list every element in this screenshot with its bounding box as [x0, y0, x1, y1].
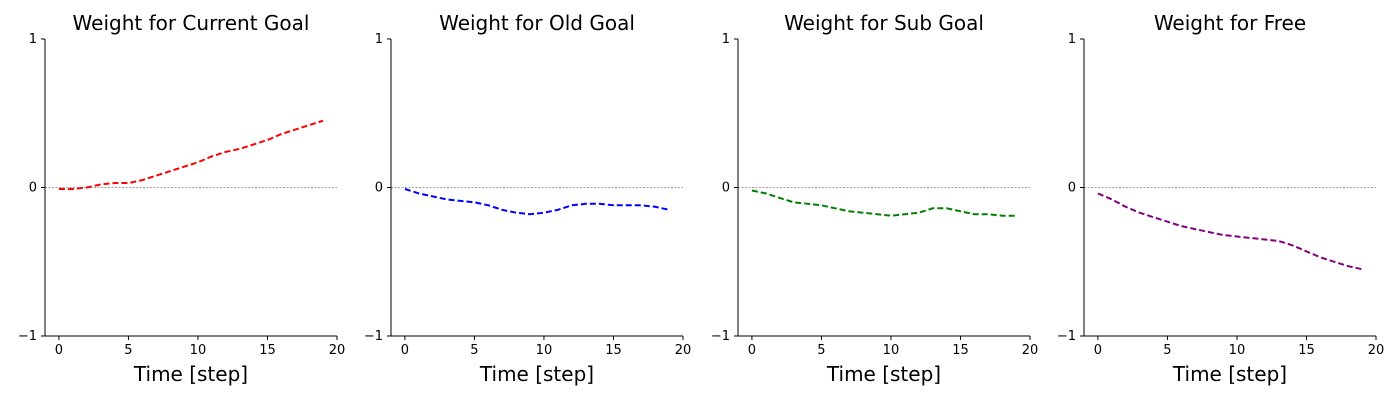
x-tick-label: 5 [1163, 343, 1171, 358]
series-line [751, 189, 1017, 217]
chart-panel-current-goal: Weight for Current Goal Time [step] 0 5 10… [18, 11, 345, 386]
x-tick-label: 0 [1094, 343, 1102, 358]
y-tick-label: 1 [375, 32, 383, 47]
x-axis-label: Time [step] [826, 362, 941, 386]
x-tick-label: 5 [124, 343, 132, 358]
x-tick-label: 15 [952, 343, 969, 358]
y-tick-label: 0 [722, 181, 730, 196]
y-tick-label: −1 [18, 329, 37, 344]
y-tick-label: 0 [29, 181, 37, 196]
x-tick-label: 5 [817, 343, 825, 358]
x-tick-label: 20 [675, 343, 692, 358]
x-tick-label: 20 [1368, 343, 1385, 358]
chart-panel-old-goal: Weight for Old Goal Time [step] 0 5 10 15 20… [364, 11, 691, 386]
chart-title: Weight for Current Goal [73, 11, 310, 35]
chart-title: Weight for Free [1154, 11, 1306, 35]
x-tick-label: 5 [470, 343, 478, 358]
chart-title: Weight for Old Goal [439, 11, 635, 35]
x-tick-label: 0 [748, 343, 756, 358]
chart-panel-free: Weight for Free Time [step] 0 5 10 15 20 −1 0 1 [1057, 11, 1384, 386]
y-tick-label: 1 [722, 32, 730, 47]
x-tick-label: 15 [1298, 343, 1315, 358]
x-tick-label: 10 [190, 343, 207, 358]
x-tick-label: 15 [605, 343, 622, 358]
y-tick-label: 1 [1068, 32, 1076, 47]
x-tick-label: 10 [536, 343, 553, 358]
series-line [1097, 192, 1363, 271]
y-tick-label: −1 [711, 329, 730, 344]
series-line [404, 188, 670, 216]
x-tick-label: 0 [401, 343, 409, 358]
x-axis-label: Time [step] [133, 362, 248, 386]
x-tick-label: 10 [1229, 343, 1246, 358]
chart-panel-sub-goal: Weight for Sub Goal Time [step] 0 5 10 15 20… [711, 11, 1038, 386]
x-tick-label: 20 [1022, 343, 1039, 358]
chart-title: Weight for Sub Goal [784, 11, 984, 35]
y-tick-label: 0 [375, 181, 383, 196]
x-tick-label: 0 [55, 343, 63, 358]
x-tick-label: 10 [883, 343, 900, 358]
x-axis-label: Time [step] [479, 362, 594, 386]
y-tick-label: −1 [364, 329, 383, 344]
y-tick-label: 1 [29, 32, 37, 47]
x-tick-label: 20 [329, 343, 346, 358]
x-tick-label: 15 [259, 343, 276, 358]
y-tick-label: 0 [1068, 181, 1076, 196]
x-axis-label: Time [step] [1172, 362, 1287, 386]
series-line [58, 119, 324, 190]
y-tick-label: −1 [1057, 329, 1076, 344]
